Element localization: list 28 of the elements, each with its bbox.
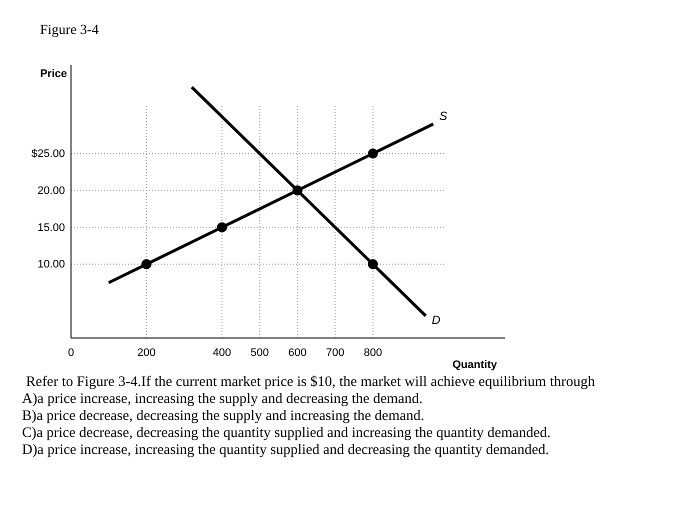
x-tick-label: 800 xyxy=(364,346,382,359)
y-tick-label: 20.00 xyxy=(37,184,65,197)
point xyxy=(368,148,378,159)
line-series xyxy=(190,86,428,318)
point xyxy=(368,259,378,270)
x-tick-label: 0 xyxy=(68,346,74,359)
x-tick-label: 500 xyxy=(250,346,269,359)
chart-title: Figure 3-4 xyxy=(40,23,99,38)
x-tick-label: 600 xyxy=(288,346,307,359)
text: Refer to Figure 3-4.If the current market price is $10, the market will achieve equilibrium through xyxy=(26,374,596,390)
y-tick-label: $25.00 xyxy=(31,148,65,160)
line-series xyxy=(107,122,435,284)
y-axis-title: Price xyxy=(40,68,67,80)
text: D)a price increase, increasing the quantity supplied and decreasing the quantity demanded. xyxy=(22,442,550,458)
x-axis-title: Quantity xyxy=(452,359,498,371)
series-label: S xyxy=(439,109,448,124)
text: C)a price decrease, decreasing the quantity supplied and increasing the quantity demanded. xyxy=(22,425,551,441)
y-tick-label: 10.00 xyxy=(37,258,65,271)
point xyxy=(292,185,302,196)
text: B)a price decrease, decreasing the supply and increasing the demand. xyxy=(22,408,424,424)
text: A)a price increase, increasing the supply and decreasing the demand. xyxy=(22,391,423,407)
x-tick-label: 700 xyxy=(326,346,344,359)
point xyxy=(141,259,152,270)
x-tick-label: 400 xyxy=(212,346,232,359)
y-tick-label: 15.00 xyxy=(37,222,65,234)
series-label: D xyxy=(432,312,441,327)
point xyxy=(216,222,228,232)
x-tick-label: 200 xyxy=(137,346,156,359)
